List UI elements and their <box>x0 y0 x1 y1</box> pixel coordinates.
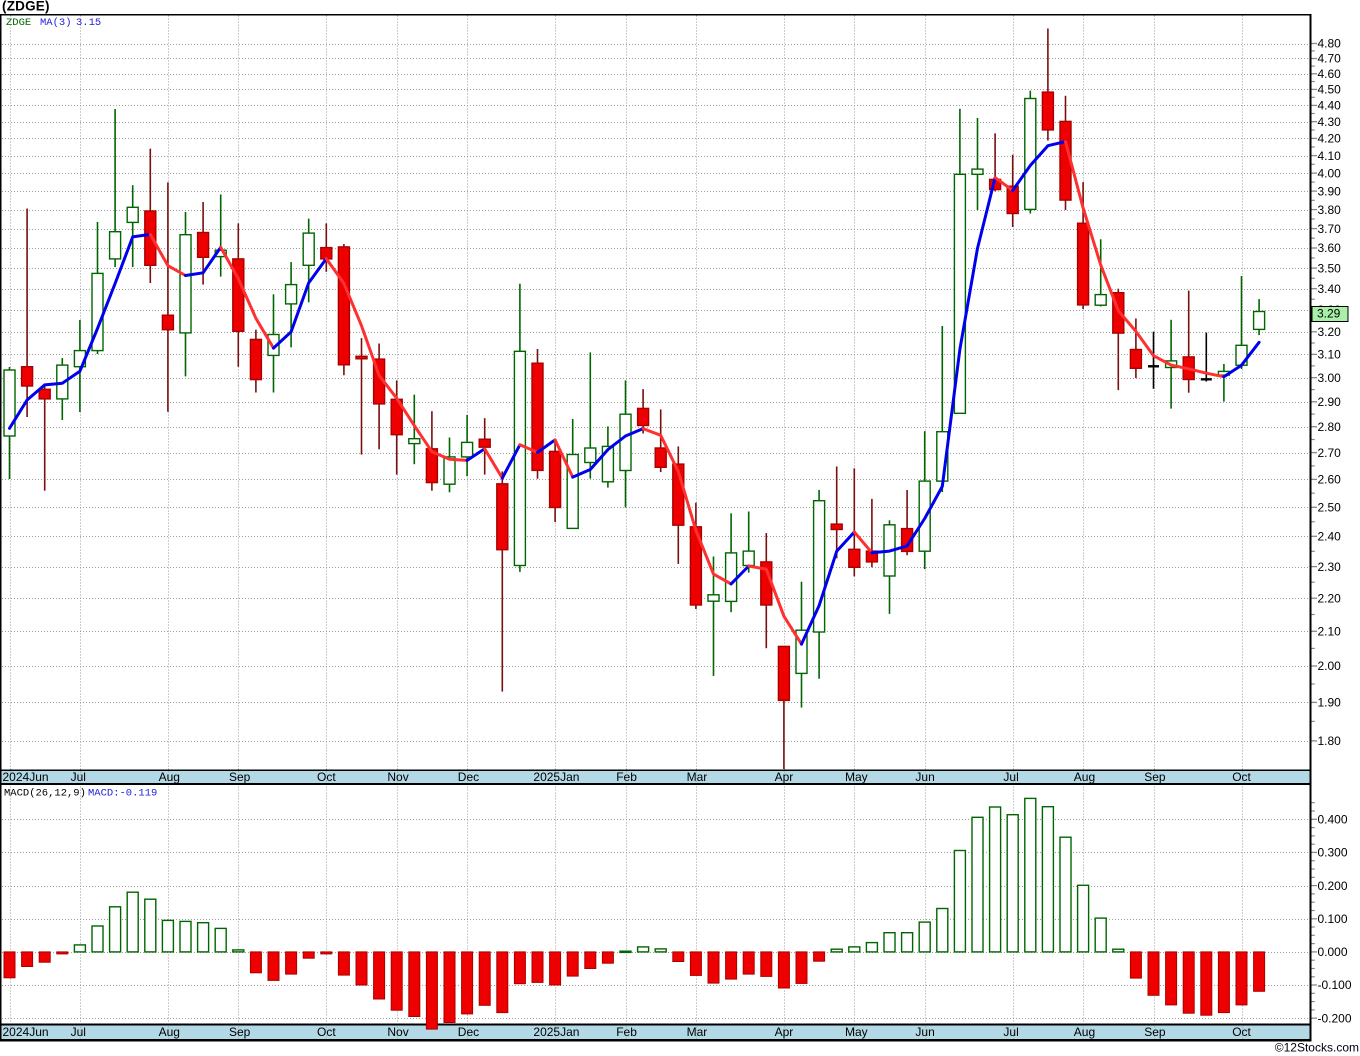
svg-text:-0.200: -0.200 <box>1318 1011 1352 1025</box>
svg-text:Aug: Aug <box>159 1025 180 1039</box>
svg-text:3.40: 3.40 <box>1318 282 1342 296</box>
svg-text:4.20: 4.20 <box>1318 132 1342 146</box>
svg-text:ZDGE: ZDGE <box>6 17 31 29</box>
svg-text:2024Jun: 2024Jun <box>3 1025 49 1039</box>
svg-text:4.00: 4.00 <box>1318 166 1342 180</box>
svg-text:4.80: 4.80 <box>1318 37 1342 51</box>
svg-text:(ZDGE): (ZDGE) <box>2 0 50 14</box>
svg-text:3.15: 3.15 <box>76 17 101 29</box>
svg-text:2025Jan: 2025Jan <box>533 1025 579 1039</box>
svg-text:3.00: 3.00 <box>1318 371 1342 385</box>
svg-text:3.80: 3.80 <box>1318 203 1342 217</box>
svg-text:Dec: Dec <box>458 770 479 784</box>
svg-text:2.70: 2.70 <box>1318 446 1342 460</box>
svg-text:4.40: 4.40 <box>1318 99 1342 113</box>
svg-text:Jun: Jun <box>915 1025 934 1039</box>
svg-text:MA(3): MA(3) <box>40 17 72 29</box>
svg-text:Jul: Jul <box>1003 770 1018 784</box>
svg-text:2.20: 2.20 <box>1318 591 1342 605</box>
svg-text:MACD(26,12,9): MACD(26,12,9) <box>4 788 86 800</box>
svg-text:Jul: Jul <box>1003 1025 1018 1039</box>
svg-text:Apr: Apr <box>775 770 794 784</box>
svg-text:Nov: Nov <box>387 1025 408 1039</box>
svg-text:3.29: 3.29 <box>1317 307 1341 321</box>
svg-text:3.10: 3.10 <box>1318 348 1342 362</box>
svg-text:MACD:-0.119: MACD:-0.119 <box>88 788 157 800</box>
svg-text:Sep: Sep <box>229 770 251 784</box>
svg-text:1.80: 1.80 <box>1318 734 1342 748</box>
svg-text:Dec: Dec <box>458 1025 479 1039</box>
svg-text:2024Jun: 2024Jun <box>3 770 49 784</box>
svg-text:Aug: Aug <box>1074 1025 1095 1039</box>
svg-text:2.80: 2.80 <box>1318 420 1342 434</box>
svg-text:May: May <box>845 770 868 784</box>
svg-text:4.30: 4.30 <box>1318 115 1342 129</box>
svg-text:3.90: 3.90 <box>1318 184 1342 198</box>
svg-text:Mar: Mar <box>687 1025 708 1039</box>
svg-text:4.60: 4.60 <box>1318 67 1342 81</box>
svg-text:Sep: Sep <box>1144 770 1166 784</box>
svg-text:Sep: Sep <box>229 1025 251 1039</box>
svg-text:2.40: 2.40 <box>1318 530 1342 544</box>
svg-text:May: May <box>845 1025 868 1039</box>
svg-text:1.90: 1.90 <box>1318 696 1342 710</box>
svg-text:2025Jan: 2025Jan <box>533 770 579 784</box>
svg-text:2.00: 2.00 <box>1318 659 1342 673</box>
svg-text:4.10: 4.10 <box>1318 149 1342 163</box>
svg-text:Aug: Aug <box>159 770 180 784</box>
svg-text:Jun: Jun <box>915 770 934 784</box>
svg-text:Nov: Nov <box>387 770 408 784</box>
svg-text:3.70: 3.70 <box>1318 222 1342 236</box>
svg-text:2.30: 2.30 <box>1318 560 1342 574</box>
svg-text:2.60: 2.60 <box>1318 473 1342 487</box>
svg-text:Jul: Jul <box>71 770 86 784</box>
svg-text:Feb: Feb <box>616 770 637 784</box>
svg-text:0.300: 0.300 <box>1318 846 1348 860</box>
svg-text:3.60: 3.60 <box>1318 241 1342 255</box>
svg-text:0.400: 0.400 <box>1318 813 1348 827</box>
svg-text:Sep: Sep <box>1144 1025 1166 1039</box>
svg-text:2.90: 2.90 <box>1318 395 1342 409</box>
svg-text:-0.100: -0.100 <box>1318 978 1352 992</box>
svg-text:3.20: 3.20 <box>1318 325 1342 339</box>
svg-text:4.70: 4.70 <box>1318 52 1342 66</box>
svg-text:3.50: 3.50 <box>1318 261 1342 275</box>
svg-text:0.100: 0.100 <box>1318 912 1348 926</box>
svg-text:0.000: 0.000 <box>1318 945 1348 959</box>
svg-text:4.50: 4.50 <box>1318 83 1342 97</box>
svg-text:Aug: Aug <box>1074 770 1095 784</box>
svg-text:2.50: 2.50 <box>1318 501 1342 515</box>
svg-text:Oct: Oct <box>1232 1025 1251 1039</box>
svg-text:Oct: Oct <box>317 770 336 784</box>
svg-text:Oct: Oct <box>317 1025 336 1039</box>
svg-text:Jul: Jul <box>71 1025 86 1039</box>
svg-text:Oct: Oct <box>1232 770 1251 784</box>
svg-text:©12Stocks.com: ©12Stocks.com <box>1275 1041 1359 1055</box>
svg-text:Apr: Apr <box>775 1025 794 1039</box>
svg-text:Feb: Feb <box>616 1025 637 1039</box>
svg-text:Mar: Mar <box>687 770 708 784</box>
svg-text:0.200: 0.200 <box>1318 879 1348 893</box>
svg-text:2.10: 2.10 <box>1318 625 1342 639</box>
